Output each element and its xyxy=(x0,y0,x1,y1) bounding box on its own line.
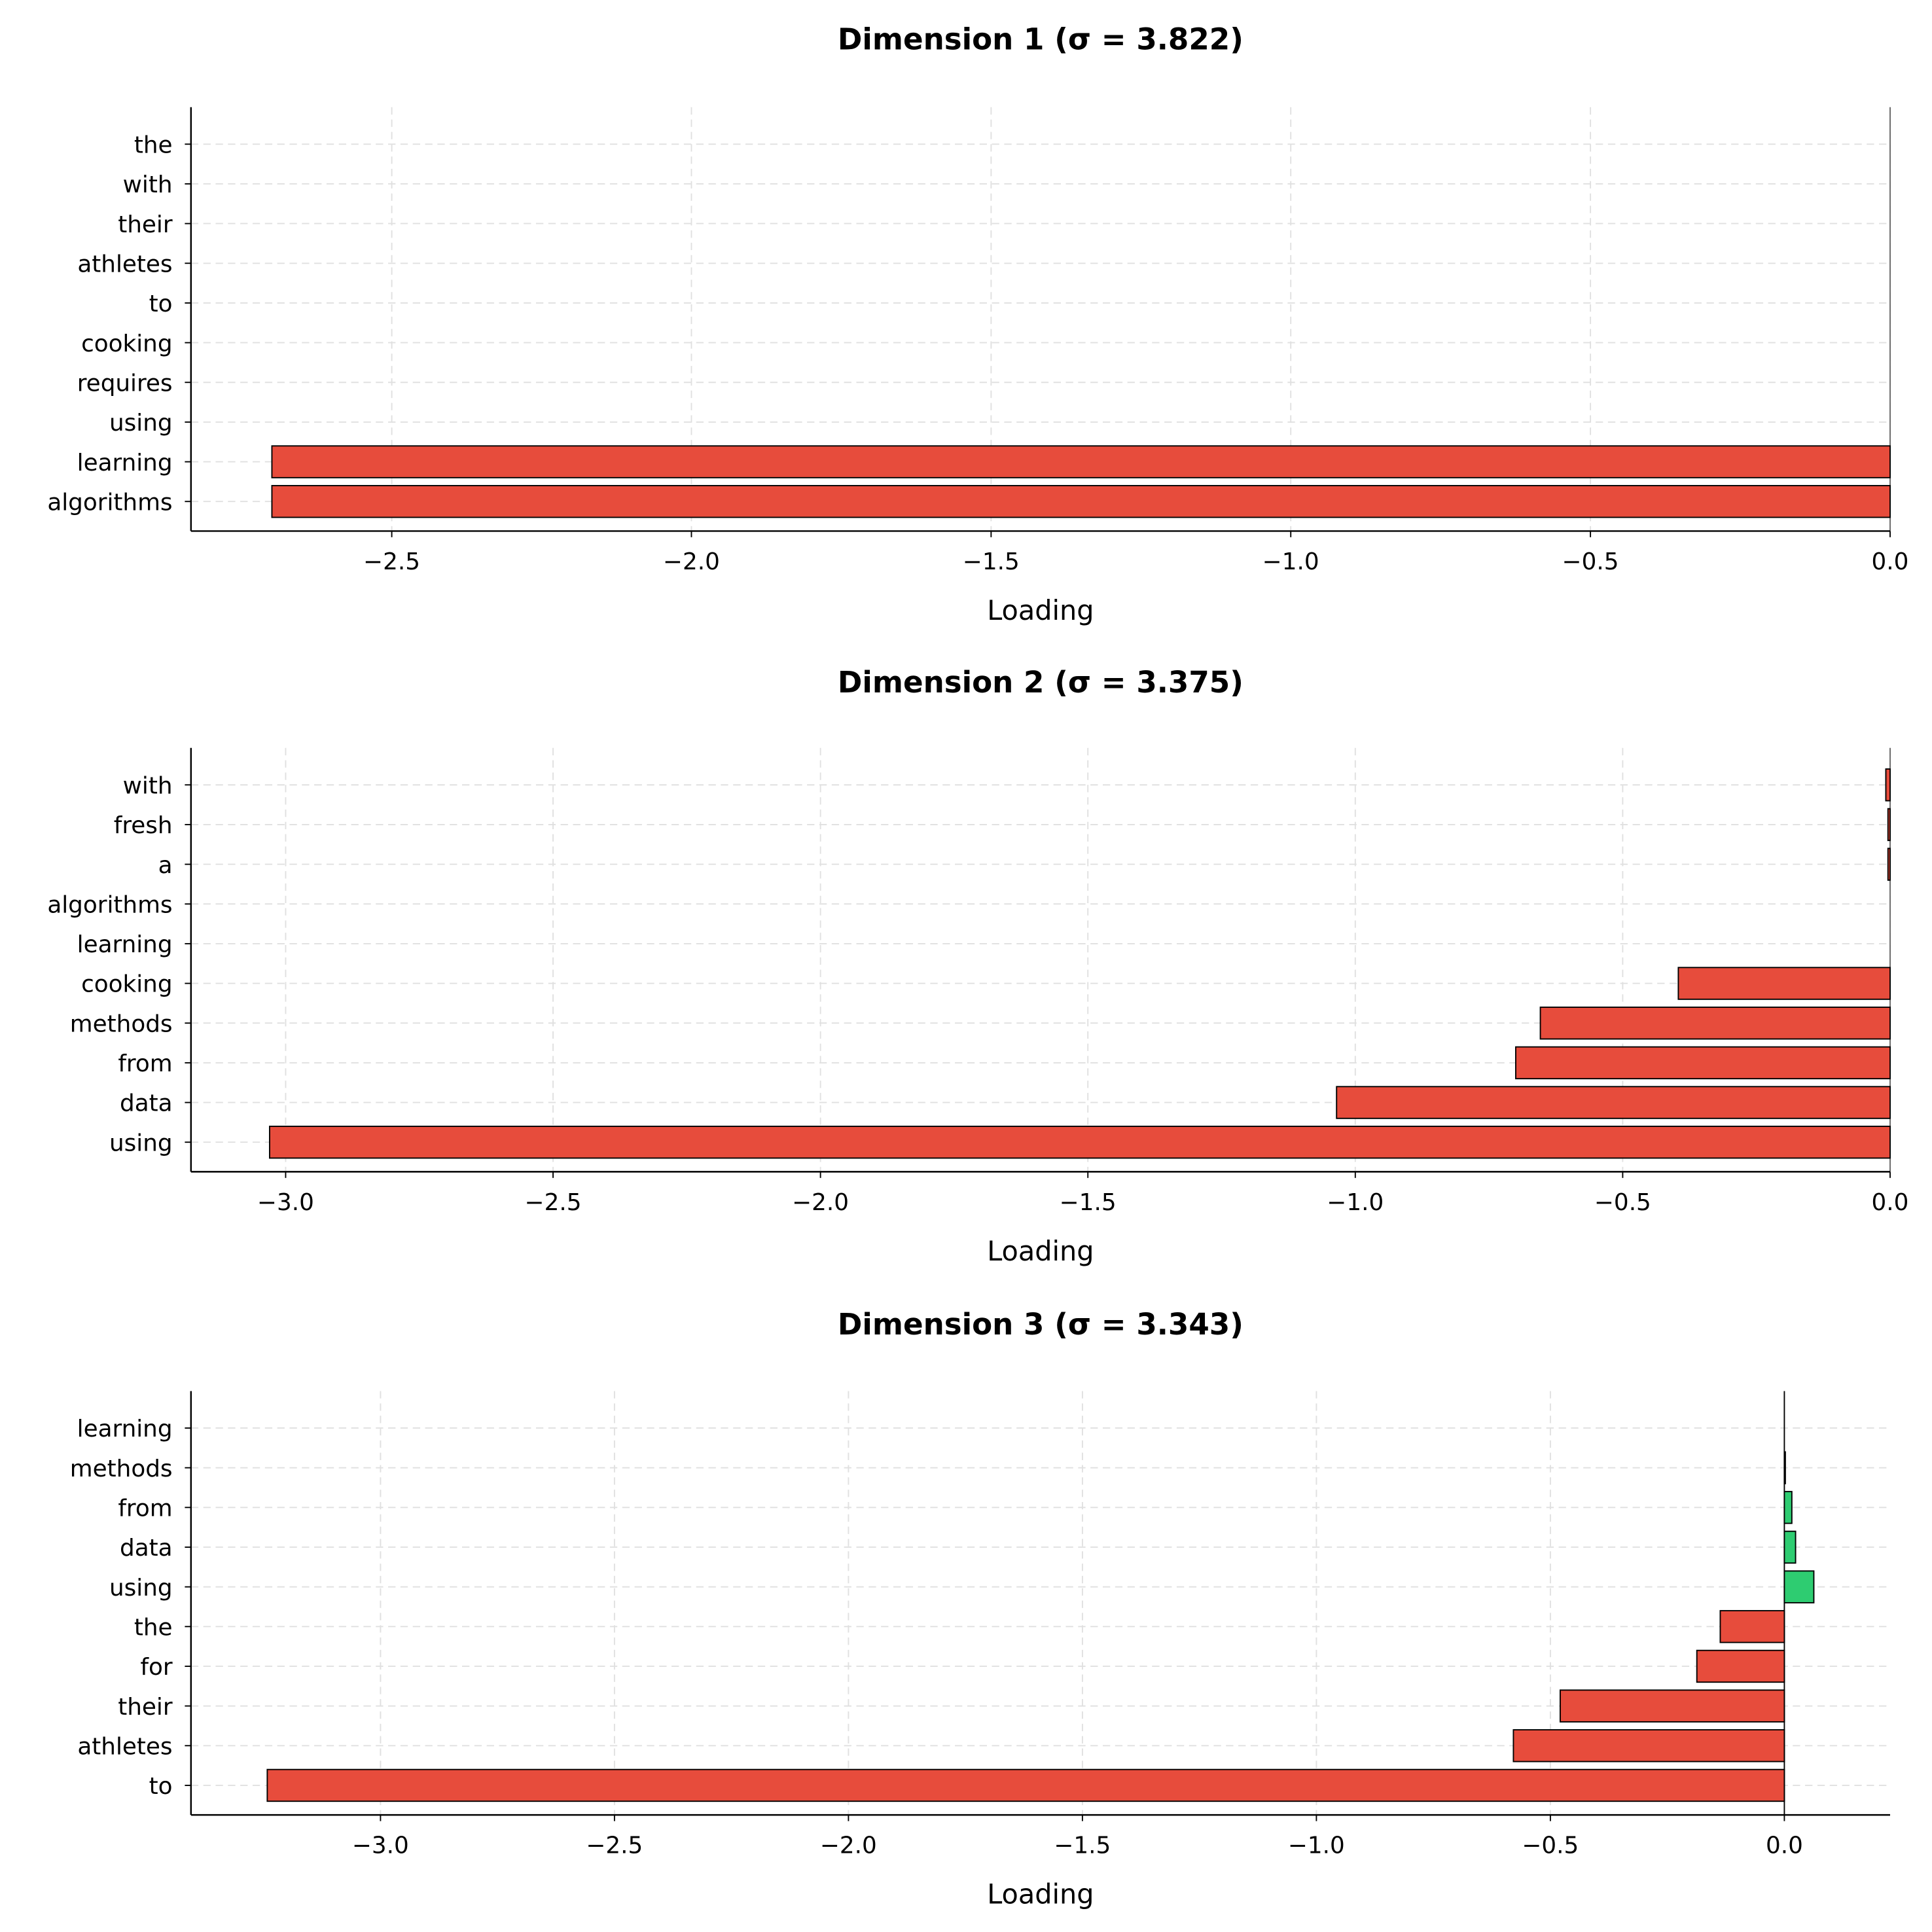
x-tick-label: −1.5 xyxy=(1060,1189,1117,1216)
x-tick-label: −0.5 xyxy=(1562,548,1619,575)
x-tick-label: −2.0 xyxy=(663,548,720,575)
x-tick-label: 0.0 xyxy=(1872,1189,1909,1216)
y-tick-label: learning xyxy=(77,931,173,958)
bar-the xyxy=(1719,1610,1785,1643)
y-tick-label: using xyxy=(109,1130,173,1156)
y-tick-label: to xyxy=(149,291,173,317)
x-tick-label: −1.0 xyxy=(1288,1833,1345,1859)
x-tick-label: −2.5 xyxy=(586,1833,643,1859)
x-tick-label: −1.0 xyxy=(1262,548,1319,575)
bar-for xyxy=(1696,1649,1785,1683)
bar-a xyxy=(1887,848,1891,881)
bar-cooking xyxy=(1677,967,1891,1000)
bar-algorithms xyxy=(271,485,1891,518)
y-tick-label: athletes xyxy=(77,1733,172,1760)
y-tick-label: the xyxy=(134,1614,173,1641)
y-tick-label: algorithms xyxy=(47,891,172,918)
subplot-1: Dimension 1 (σ = 3.822) −2.5 −2.0 −1.5 −1.0 −… xyxy=(47,22,1908,626)
subplot-3: Dimension 3 (σ = 3.343) −3.0 −2.5 −2.0 −1.5 −… xyxy=(70,1307,1890,1910)
y-tick-label: learning xyxy=(77,1416,173,1442)
bar-fresh xyxy=(1887,808,1891,842)
x-tick-label: −2.5 xyxy=(363,548,420,575)
bar-from xyxy=(1515,1046,1891,1080)
bar-learning xyxy=(271,445,1891,478)
x-tick-label: −1.5 xyxy=(963,548,1020,575)
y-tick-label: a xyxy=(158,852,173,879)
subplot-2: Dimension 2 (σ = 3.375) −3.0 −2.5 −2.0 −1.5 −… xyxy=(47,665,1908,1267)
chart-title: Dimension 3 (σ = 3.343) xyxy=(838,1307,1243,1342)
y-tick-label: using xyxy=(109,410,173,437)
bar-methods xyxy=(1539,1007,1891,1040)
bar-methods xyxy=(1783,1451,1786,1484)
y-tick-label: cooking xyxy=(81,971,172,998)
x-tick-label: −2.0 xyxy=(820,1833,877,1859)
bar-their xyxy=(1559,1689,1785,1723)
x-tick-label: 0.0 xyxy=(1766,1833,1803,1859)
y-tick-label: data xyxy=(120,1090,173,1117)
x-axis-label: Loading xyxy=(987,1879,1094,1910)
bar-with xyxy=(1885,768,1891,802)
x-tick-label: −1.5 xyxy=(1054,1833,1111,1859)
bar-using xyxy=(1783,1570,1815,1603)
y-tick-label: cooking xyxy=(81,331,172,357)
bar-using xyxy=(268,1126,1891,1159)
y-tick-label: algorithms xyxy=(47,489,172,516)
y-tick-label: with xyxy=(123,772,173,799)
x-axis-label: Loading xyxy=(987,595,1094,626)
x-tick-label: −2.5 xyxy=(525,1189,582,1216)
bar-data xyxy=(1336,1086,1891,1119)
y-tick-label: methods xyxy=(70,1456,173,1482)
y-tick-label: the xyxy=(134,132,173,158)
y-tick-label: from xyxy=(118,1050,172,1077)
x-tick-label: −3.0 xyxy=(257,1189,314,1216)
y-tick-label: methods xyxy=(70,1011,173,1037)
y-tick-label: learning xyxy=(77,450,173,476)
y-tick-label: fresh xyxy=(114,812,173,839)
chart-title: Dimension 2 (σ = 3.375) xyxy=(838,665,1243,700)
y-tick-label: their xyxy=(118,211,173,238)
y-tick-label: using xyxy=(109,1575,173,1601)
x-tick-label: −0.5 xyxy=(1594,1189,1651,1216)
y-tick-label: to xyxy=(149,1773,173,1800)
y-tick-label: data xyxy=(120,1535,173,1562)
x-tick-label: −1.0 xyxy=(1327,1189,1384,1216)
y-tick-label: requires xyxy=(77,370,173,397)
y-tick-label: from xyxy=(118,1495,172,1522)
y-tick-label: their xyxy=(118,1694,173,1721)
bar-athletes xyxy=(1512,1729,1785,1762)
x-axis-label: Loading xyxy=(987,1236,1094,1267)
x-tick-label: 0.0 xyxy=(1872,548,1909,575)
x-tick-label: −0.5 xyxy=(1522,1833,1579,1859)
chart-title: Dimension 1 (σ = 3.822) xyxy=(838,22,1243,56)
y-tick-label: with xyxy=(123,171,173,198)
bar-from xyxy=(1783,1491,1793,1524)
x-tick-label: −2.0 xyxy=(792,1189,849,1216)
y-tick-label: athletes xyxy=(77,251,172,277)
x-tick-label: −3.0 xyxy=(352,1833,409,1859)
bar-to xyxy=(266,1768,1785,1802)
y-tick-label: for xyxy=(140,1654,172,1681)
bar-data xyxy=(1783,1530,1797,1564)
